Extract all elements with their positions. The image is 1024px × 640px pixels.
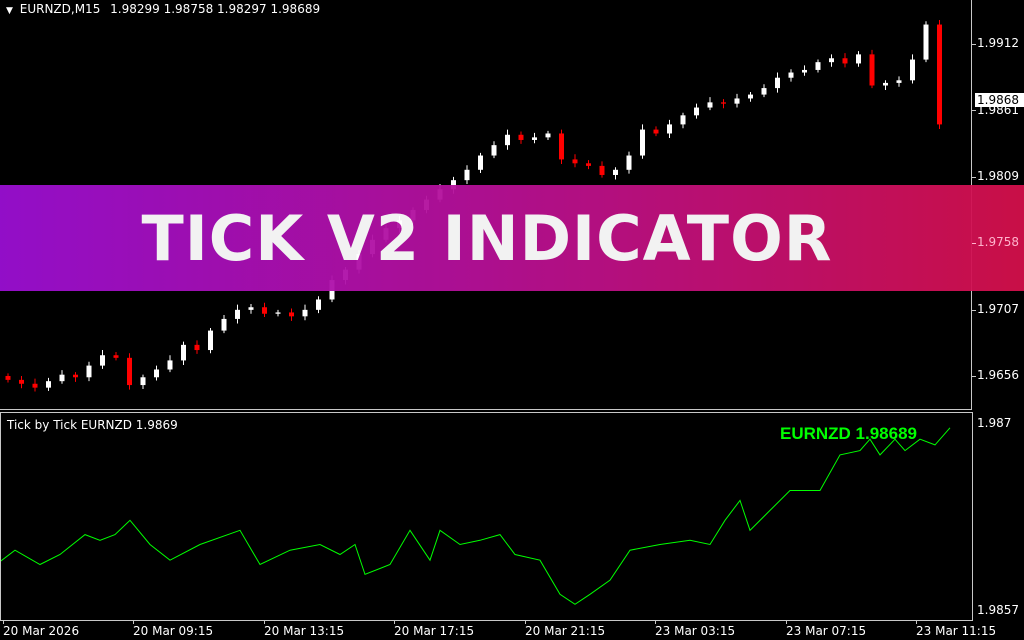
- candle-body: [842, 58, 848, 64]
- candle-body: [248, 307, 254, 310]
- candle-body: [923, 24, 929, 60]
- candle-body: [586, 163, 591, 166]
- tick-line: [0, 427, 951, 605]
- time-label: 23 Mar 07:15: [786, 624, 867, 638]
- candle-body: [302, 309, 308, 317]
- ohlc-values: 1.98299 1.98758 1.98297 1.98689: [110, 2, 321, 16]
- candle-body: [694, 107, 699, 116]
- candle-body: [545, 133, 551, 138]
- banner-text: TICK V2 INDICATOR: [141, 201, 833, 275]
- indicator-axis-label: 1.9857: [977, 603, 1019, 617]
- symbol-label: EURNZD,M15: [19, 2, 101, 16]
- candle-body: [208, 330, 213, 351]
- candle-body: [572, 159, 578, 164]
- candle-body: [181, 344, 186, 361]
- chart-header: ▼ EURNZD,M15 1.98299 1.98758 1.98297 1.9…: [6, 2, 320, 16]
- collapse-triangle-icon[interactable]: ▼: [6, 6, 13, 16]
- candle-body: [491, 145, 497, 156]
- candle-body: [653, 129, 659, 134]
- candle-body: [532, 137, 537, 140]
- candle-body: [748, 94, 753, 99]
- candle-body: [113, 355, 119, 358]
- candle-body: [667, 124, 672, 134]
- candle-body: [127, 357, 132, 386]
- candle-body: [829, 58, 834, 63]
- candle-body: [235, 309, 240, 319]
- candle-body: [59, 374, 65, 382]
- candle-body: [559, 133, 564, 160]
- candle-body: [613, 169, 618, 175]
- candle-body: [640, 129, 645, 156]
- candle-body: [869, 54, 875, 86]
- candle-body: [815, 62, 821, 70]
- candle-body: [599, 165, 605, 175]
- candle-body: [140, 377, 146, 386]
- candle-body: [883, 82, 888, 86]
- indicator-title: Tick by Tick EURNZD 1.9869: [7, 418, 178, 432]
- candle-body: [19, 379, 24, 384]
- indicator-overlay-label: EURNZD 1.98689: [780, 424, 918, 443]
- candle-body: [937, 24, 942, 125]
- candle-body: [32, 383, 38, 388]
- tick-indicator-chart[interactable]: [0, 414, 972, 620]
- candle-body: [194, 344, 200, 351]
- candle-body: [505, 134, 510, 146]
- candle-body: [680, 115, 686, 125]
- candle-body: [478, 155, 483, 170]
- candle-body: [275, 312, 281, 314]
- current-price-marker: 1.9868: [975, 93, 1024, 107]
- price-label: 1.9758: [977, 235, 1019, 249]
- candle-body: [626, 155, 632, 170]
- candle-body: [154, 369, 159, 378]
- time-label: 20 Mar 17:15: [394, 624, 475, 638]
- time-label: 23 Mar 11:15: [916, 624, 997, 638]
- candle-body: [73, 374, 78, 378]
- candle-body: [316, 299, 321, 310]
- candle-body: [707, 102, 713, 108]
- price-label: 1.9912: [977, 36, 1019, 50]
- candle-body: [46, 381, 51, 388]
- candle-body: [5, 375, 11, 380]
- indicator-axis-label: 1.987: [977, 416, 1012, 430]
- candle-body: [734, 98, 740, 104]
- time-label: 23 Mar 03:15: [655, 624, 736, 638]
- candle-body: [167, 360, 173, 370]
- time-label: 20 Mar 09:15: [133, 624, 214, 638]
- candle-body: [910, 59, 915, 81]
- time-label: 20 Mar 2026: [3, 624, 80, 638]
- title-banner: TICK V2 INDICATOR: [0, 185, 1024, 291]
- candle-body: [721, 102, 726, 104]
- candle-body: [761, 88, 767, 95]
- candle-body: [788, 72, 794, 78]
- candle-body: [518, 134, 524, 140]
- candle-body: [289, 312, 294, 317]
- candle-body: [464, 169, 470, 181]
- candle-body: [221, 318, 227, 331]
- candle-body: [100, 355, 105, 366]
- time-label: 20 Mar 21:15: [525, 624, 606, 638]
- candle-body: [802, 69, 807, 73]
- candle-body: [262, 307, 267, 314]
- candle-body: [856, 54, 861, 64]
- candle-body: [451, 180, 456, 190]
- indicator-frame: [0, 412, 973, 621]
- price-label: 1.9809: [977, 169, 1019, 183]
- candle-body: [896, 80, 902, 83]
- candle-body: [86, 365, 92, 378]
- price-label: 1.9656: [977, 368, 1019, 382]
- time-label: 20 Mar 13:15: [264, 624, 345, 638]
- candle-body: [775, 77, 780, 89]
- price-label: 1.9707: [977, 302, 1019, 316]
